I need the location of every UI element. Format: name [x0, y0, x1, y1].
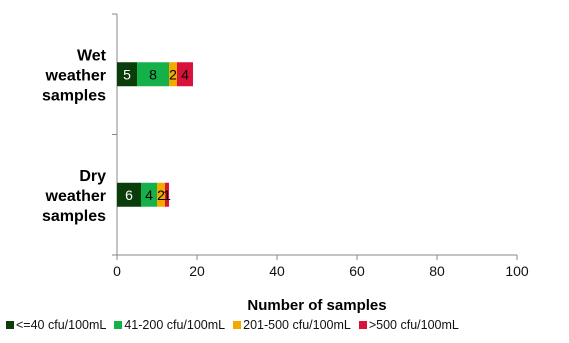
- legend-swatch-41-200: [114, 321, 123, 329]
- bar-segment: [137, 62, 169, 87]
- data-label: 5: [123, 66, 131, 82]
- legend-item-201-500: 201-500 cfu/100mL: [233, 318, 351, 332]
- bar-segment: [169, 62, 177, 87]
- category-label: Wet weather samples: [42, 47, 107, 104]
- legend-label-201-500: 201-500 cfu/100mL: [243, 318, 351, 332]
- x-tick-label: 100: [505, 263, 529, 279]
- data-label: 4: [181, 66, 189, 82]
- legend-label-41-200: 41-200 cfu/100mL: [124, 318, 226, 332]
- bar-segment: [117, 182, 141, 207]
- bar-segment: [177, 62, 193, 87]
- x-axis-title: Number of samples: [247, 297, 386, 314]
- legend-label-le40: <=40 cfu/100mL: [16, 318, 107, 332]
- legend-item-gt500: >500 cfu/100mL: [358, 318, 459, 332]
- x-tick-label: 60: [349, 263, 365, 279]
- data-label: 2: [157, 187, 165, 203]
- data-label: 6: [125, 187, 133, 203]
- bar-segment: [165, 182, 169, 207]
- legend-swatch-gt500: [358, 321, 367, 329]
- legend-swatch-le40: [6, 321, 14, 329]
- legend-item-le40: <=40 cfu/100mL: [6, 318, 106, 332]
- data-label: 1: [163, 187, 171, 203]
- data-label: 4: [145, 187, 153, 203]
- legend-item-41-200: 41-200 cfu/100mL: [114, 318, 225, 332]
- data-label: 2: [169, 66, 177, 82]
- bar-segment: [157, 182, 165, 207]
- x-tick-label: 0: [113, 263, 121, 279]
- x-tick-label: 80: [429, 263, 445, 279]
- bar-segment: [141, 182, 157, 207]
- legend-label-gt500: >500 cfu/100mL: [368, 318, 459, 332]
- category-label: Dry weather samples: [42, 168, 106, 225]
- legend: <=40 cfu/100mL 41-200 cfu/100mL 201-500 …: [6, 318, 459, 332]
- x-tick-label: 40: [269, 263, 285, 279]
- data-label: 8: [149, 66, 157, 82]
- legend-swatch-201-500: [233, 321, 242, 329]
- x-tick-label: 20: [189, 263, 205, 279]
- bar-segment: [117, 62, 137, 87]
